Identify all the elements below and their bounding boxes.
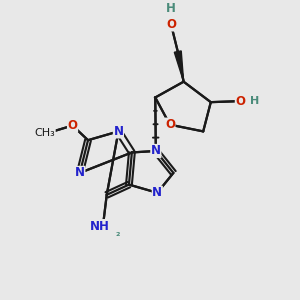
Text: H: H [166,2,176,15]
Text: O: O [166,18,176,31]
Text: N: N [152,186,162,199]
Text: N: N [75,167,85,179]
Polygon shape [174,51,184,82]
Text: CH₃: CH₃ [34,128,55,138]
Text: ₂: ₂ [116,228,120,238]
Text: NH: NH [90,220,110,232]
Text: O: O [236,95,245,108]
Text: —: — [38,128,49,141]
Text: H: H [250,96,259,106]
Text: O: O [68,119,77,132]
Text: O: O [165,118,175,131]
Text: N: N [151,145,161,158]
Text: N: N [113,125,123,138]
